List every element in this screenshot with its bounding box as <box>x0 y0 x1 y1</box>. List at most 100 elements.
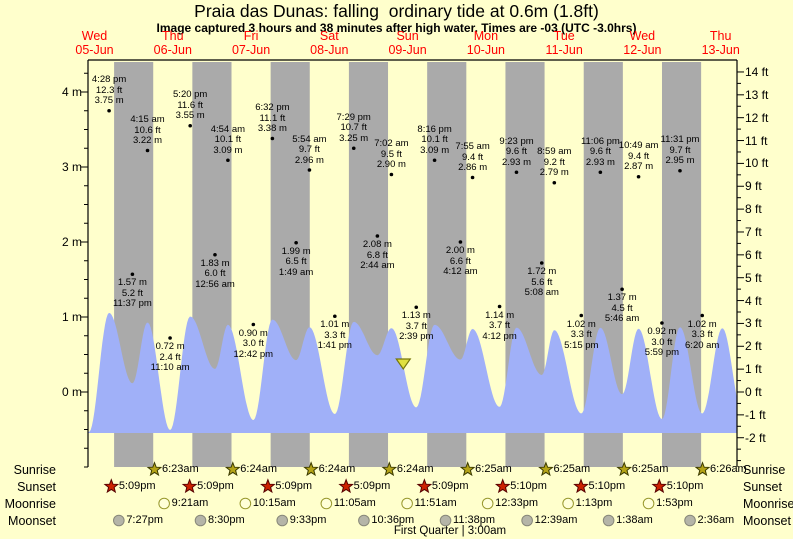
y-axis-right-label: 9 ft <box>745 179 762 194</box>
tide-time: 5:15 pm <box>564 339 599 351</box>
sunrise-time: 6:24am <box>318 463 356 475</box>
tide-point-dot <box>251 322 256 327</box>
sunrise-icon <box>381 461 398 477</box>
y-axis-right-label: 6 ft <box>745 247 762 262</box>
day-label: Thu 13-Jun <box>702 29 740 57</box>
tide-height-ft: 9.7 ft <box>669 144 691 156</box>
tide-height-m: 1.14 m <box>485 309 515 321</box>
tide-time: 4:54 am <box>210 123 246 135</box>
tide-height-m: 3.75 m <box>94 95 124 107</box>
sunrise-time: 6:25am <box>553 463 591 475</box>
tide-time: 1:41 pm <box>317 340 352 352</box>
tide-height-ft: 9.4 ft <box>628 150 650 162</box>
tide-point-dot <box>168 336 172 340</box>
tide-height-ft: 6.5 ft <box>285 256 307 268</box>
tide-annotation-low: 1.02 m 3.3 ft 5:15 pm <box>564 319 599 352</box>
tide-height-m: 1.72 m <box>527 266 557 277</box>
y-axis-left-label: 4 m <box>61 85 82 99</box>
day-date: 08-Jun <box>310 42 349 57</box>
moonset-time: 7:27pm <box>126 514 164 526</box>
tide-point-dot <box>130 272 135 277</box>
tide-height-m: 0.90 m <box>238 327 268 339</box>
y-axis-right-label: -1 ft <box>745 407 766 422</box>
moonrise-icon <box>320 497 333 510</box>
y-axis-right-label: 0 ft <box>745 385 762 399</box>
tide-annotation-high: 6:32 pm 11.1 ft 3.38 m <box>255 102 290 135</box>
tide-annotation-low: 1.14 m 3.7 ft 4:12 pm <box>482 309 516 343</box>
tide-time: 4:28 pm <box>91 74 127 86</box>
sunset-icon <box>181 478 198 494</box>
tide-height-ft: 12.3 ft <box>95 84 123 96</box>
tide-point-dot <box>552 180 557 185</box>
moonrise-time: 11:05am <box>333 497 376 509</box>
y-axis-right-label: 11 ft <box>745 133 768 148</box>
tide-height-ft: 10.7 ft <box>340 122 367 134</box>
tide-height-m: 2.79 m <box>539 167 569 179</box>
day-date: 05-Jun <box>75 42 114 57</box>
tide-height-m: 3.09 m <box>420 144 450 156</box>
y-axis-left-label: 2 m <box>61 235 82 249</box>
tide-height-m: 3.38 m <box>257 123 287 134</box>
tide-point-dot <box>514 170 519 175</box>
tide-annotation-low: 2.00 m 6.6 ft 4:12 am <box>443 245 477 278</box>
day-name: Mon <box>473 29 499 43</box>
tide-point-dot <box>678 168 682 173</box>
tide-height-ft: 10.6 ft <box>134 124 161 136</box>
sunset-time: 5:09pm <box>118 480 156 492</box>
tide-annotation-high: 8:16 pm 10.1 ft 3.09 m <box>417 124 451 157</box>
moonrise-time: 10:15am <box>252 497 296 509</box>
tide-time: 11:06 pm <box>580 135 620 147</box>
sunrise-icon <box>459 461 476 477</box>
tide-height-ft: 3.3 ft <box>324 329 346 341</box>
sunset-time: 5:10pm <box>588 480 626 492</box>
day-name: Thu <box>709 29 732 43</box>
moonset-row-label: Moonset <box>743 514 791 528</box>
sunrise-icon <box>146 461 163 477</box>
day-label: Tue 11-Jun <box>545 29 583 57</box>
sunset-icon <box>416 478 433 494</box>
day-date: 11-Jun <box>545 42 583 57</box>
tide-height-ft: 6.0 ft <box>204 268 226 280</box>
tide-annotation-low: 0.90 m 3.0 ft 12:42 pm <box>233 327 273 361</box>
sunrise-time: 6:23am <box>161 463 199 475</box>
sunrise-time: 6:24am <box>240 463 277 475</box>
tide-height-ft: 5.2 ft <box>121 287 143 299</box>
tide-point-dot <box>497 304 502 309</box>
sunrise-time: 6:24am <box>396 463 434 475</box>
tide-height-ft: 11.6 ft <box>177 99 204 111</box>
tide-point-dot <box>307 168 312 172</box>
day-date: 10-Jun <box>466 42 506 57</box>
sunrise-icon <box>694 461 711 477</box>
tide-height-ft: 9.7 ft <box>298 144 320 155</box>
tide-height-ft: 3.3 ft <box>570 329 592 340</box>
tide-time: 2:44 am <box>360 260 395 271</box>
tide-height-ft: 9.5 ft <box>380 148 402 160</box>
moonrise-icon <box>239 497 252 510</box>
tide-time: 7:29 pm <box>336 111 371 123</box>
y-axis-right-label: 13 ft <box>745 87 769 102</box>
sunset-icon <box>260 478 276 494</box>
y-axis-left-label: 3 m <box>61 160 82 174</box>
moonrise-time: 1:13pm <box>575 497 613 509</box>
tide-point-dot <box>375 234 380 238</box>
sunrise-icon <box>616 461 633 477</box>
tide-point-dot <box>188 123 192 128</box>
tide-point-dot <box>539 261 544 265</box>
tide-time: 2:39 pm <box>399 331 434 343</box>
tide-time: 10:49 am <box>618 140 659 152</box>
tide-time: 6:32 pm <box>255 102 290 113</box>
tide-height-m: 1.13 m <box>401 310 431 322</box>
tide-time: 7:55 am <box>455 141 490 152</box>
day-label: Wed 05-Jun <box>75 29 114 57</box>
moonset-time: 2:36am <box>697 514 735 526</box>
tide-point-dot <box>270 136 275 141</box>
tide-height-m: 2.08 m <box>362 239 392 250</box>
day-name: Thu <box>162 29 184 43</box>
tide-annotation-high: 9:23 pm 9.6 ft 2.93 m <box>499 136 533 169</box>
tide-annotation-low: 1.83 m 6.0 ft 12:56 am <box>195 258 235 291</box>
moonset-icon <box>521 514 533 527</box>
tide-point-dot <box>660 321 664 325</box>
tide-annotation-low: 1.72 m 5.6 ft 5:08 am <box>525 266 559 299</box>
moonrise-time: 12:33pm <box>495 497 538 509</box>
